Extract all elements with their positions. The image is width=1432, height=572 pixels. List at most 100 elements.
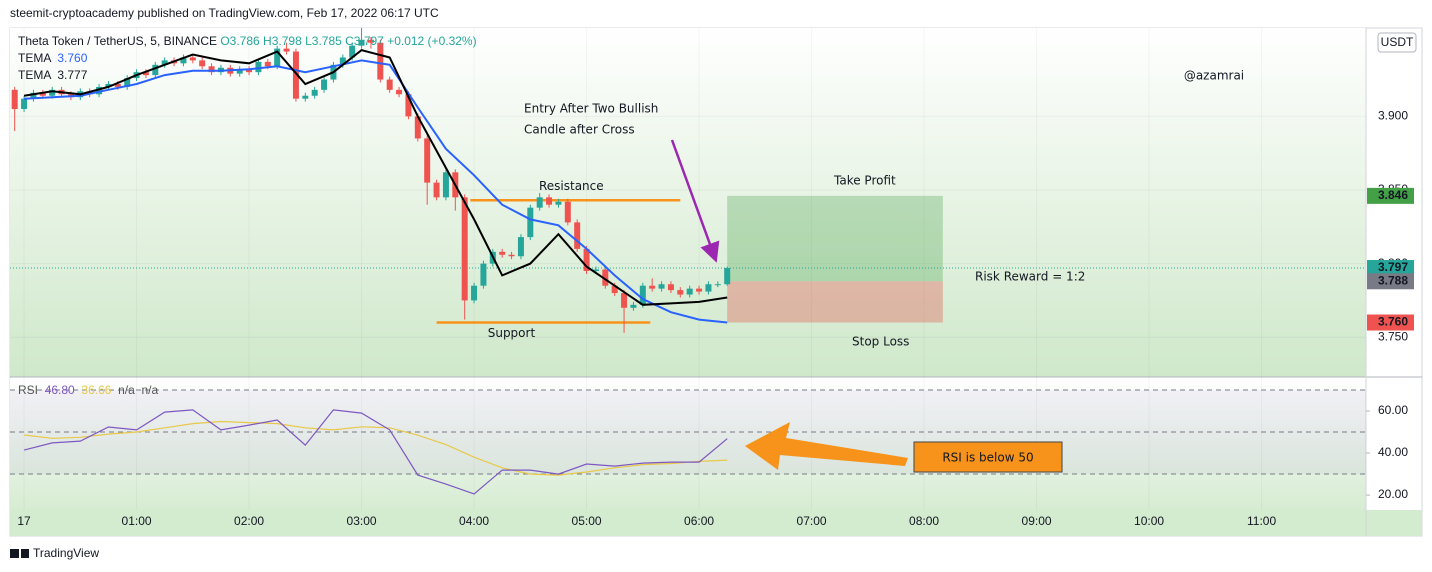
change: +0.012 (+0.32%) (387, 34, 476, 48)
x-tick-label: 07:00 (797, 514, 827, 528)
candle-body (321, 79, 328, 90)
x-tick-label: 06:00 (684, 514, 714, 528)
legend-name: TEMA (18, 51, 51, 65)
legend-value: 3.777 (57, 68, 87, 82)
candle-body (602, 269, 609, 286)
x-tick-label: 03:00 (347, 514, 377, 528)
candle-body (311, 89, 318, 96)
price-tag-label: 3.846 (1378, 188, 1408, 202)
candle-body (339, 57, 346, 65)
candle-body (414, 116, 421, 139)
price-tag-label: 3.788 (1378, 273, 1408, 287)
candle-body (621, 293, 628, 308)
rsi-line (24, 420, 728, 476)
x-tick-label: 05:00 (572, 514, 602, 528)
candle-body (161, 60, 168, 65)
candle-body (592, 269, 599, 271)
candle-body (583, 248, 590, 271)
x-tick-label: 02:00 (234, 514, 264, 528)
candle-body (264, 61, 271, 67)
x-tick-label: 17 (17, 514, 31, 528)
price-tag (1367, 187, 1414, 204)
zone-label: Stop Loss (852, 335, 909, 349)
x-tick-label: 09:00 (1022, 514, 1052, 528)
x-tick-label: 04:00 (459, 514, 489, 528)
entry-arrow (670, 139, 720, 263)
candle-body (696, 288, 703, 292)
candle-body (274, 48, 281, 67)
currency-box[interactable] (1377, 32, 1417, 53)
price-tag-label: 3.797 (1378, 260, 1408, 274)
candle-body (574, 222, 581, 249)
tema-line (24, 59, 728, 324)
symbol: Theta Token / TetherUS, 5, BINANCE (18, 34, 217, 48)
candle-body (30, 92, 37, 99)
rsi-line (23, 409, 728, 495)
candle-body (358, 39, 365, 46)
candle-body (639, 285, 646, 305)
rsi-pane (10, 378, 1366, 510)
footer: TradingView (33, 546, 99, 560)
candle-body (611, 285, 618, 294)
ohlc: C3.797 (345, 34, 384, 48)
annotation: Risk Reward = 1:2 (975, 270, 1085, 284)
candle-body (499, 251, 506, 255)
price-tag-label: 3.760 (1378, 315, 1408, 329)
zone-label: Take Profit (833, 174, 896, 188)
legend: Theta Token / TetherUS, 5, BINANCE O3.78… (18, 34, 477, 48)
time-axis (10, 510, 1422, 536)
rsi-arrow (745, 422, 908, 470)
candle-body (658, 284, 665, 289)
candle-body (377, 42, 384, 80)
candle-body (292, 51, 299, 99)
y-tick-label: 3.900 (1378, 109, 1408, 123)
candle-body (180, 57, 187, 64)
candle-body (480, 263, 487, 286)
level-label: Support (488, 326, 536, 340)
candle-body (508, 254, 515, 257)
candle-body (442, 172, 449, 198)
ohlc: H3.798 (263, 34, 302, 48)
candle-body (517, 237, 524, 257)
x-tick-label: 10:00 (1134, 514, 1164, 528)
candle-body (39, 92, 46, 96)
x-tick-label: 11:00 (1247, 514, 1276, 528)
legend-tema: TEMA 3.760 (18, 51, 88, 65)
footer-logo (10, 549, 29, 558)
candle-body (405, 94, 412, 117)
candle-body (124, 78, 131, 87)
currency: USDT (1381, 35, 1414, 49)
candle-body (705, 284, 712, 292)
candle-body (649, 285, 656, 289)
candle-body (152, 64, 159, 76)
tema-line (23, 49, 728, 306)
candle-body (11, 89, 18, 109)
annotation: @azamrai (1184, 69, 1244, 83)
candle-body (471, 285, 478, 301)
x-tick-label: 01:00 (122, 514, 152, 528)
candle-body (114, 83, 121, 87)
candle-body (96, 86, 103, 95)
annotation: Entry After Two Bullish (524, 102, 658, 116)
candle-body (677, 290, 684, 295)
rsi-tick-label: 20.00 (1378, 487, 1408, 501)
position-zone (727, 281, 943, 323)
candle-body (724, 268, 731, 285)
candle-body (536, 197, 543, 208)
candle-body (667, 284, 674, 291)
x-tick-label: 08:00 (909, 514, 939, 528)
rsi-ma-value: 36.66 (81, 383, 111, 397)
candle-body (433, 182, 440, 198)
candle-body (527, 207, 534, 238)
ohlc: L3.785 (305, 34, 342, 48)
candle-body (564, 201, 571, 223)
candle-body (714, 284, 721, 286)
rsi-note: RSI is below 50 (942, 451, 1033, 465)
candle-body (367, 39, 374, 43)
price-pane (10, 28, 1366, 377)
rsi-legend: RSI 46.80 36.66 n/a n/a (18, 383, 158, 397)
candle-body (555, 201, 562, 205)
candle-body (349, 45, 356, 58)
candle-body (189, 57, 196, 61)
